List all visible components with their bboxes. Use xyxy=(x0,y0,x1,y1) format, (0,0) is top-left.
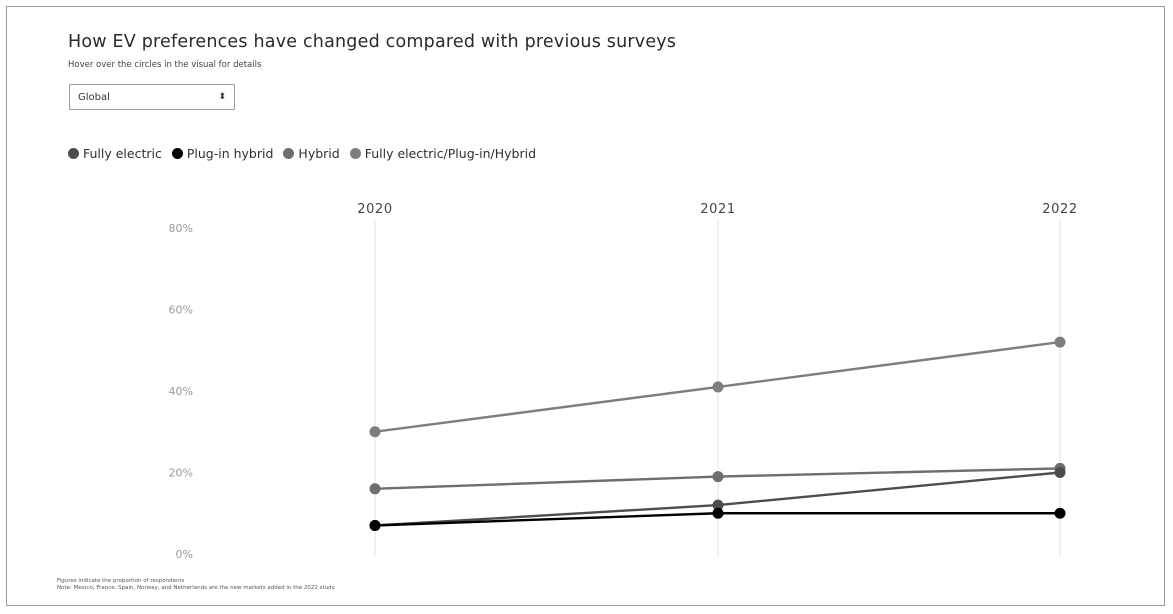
legend-label: Plug-in hybrid xyxy=(186,146,274,161)
legend-item-hybrid[interactable]: Hybrid xyxy=(283,146,340,161)
data-point xyxy=(1054,467,1066,478)
data-point xyxy=(369,519,381,531)
x-tick-label: 2022 xyxy=(1042,202,1077,217)
y-tick-label: 0% xyxy=(176,548,193,561)
x-tick-label: 2021 xyxy=(700,202,735,217)
x-tick-label: 2020 xyxy=(357,202,392,217)
data-point xyxy=(712,471,724,483)
y-tick-label: 40% xyxy=(169,385,193,398)
chart-subtitle: Hover over the circles in the visual for… xyxy=(68,60,262,70)
legend-label: Hybrid xyxy=(298,146,340,161)
data-point xyxy=(1054,336,1066,348)
data-point xyxy=(712,499,724,511)
legend-dot-icon xyxy=(171,148,183,159)
legend-label: Fully electric xyxy=(83,146,162,161)
data-point xyxy=(712,507,724,519)
footnote-note: Note: Mexico, France, Spain, Norway, and… xyxy=(57,585,335,591)
data-point xyxy=(369,483,381,495)
y-tick-label: 60% xyxy=(169,304,193,317)
legend-label: Fully electric/Plug-in/Hybrid xyxy=(364,146,537,161)
select-caret-icon: ⬍ xyxy=(218,91,226,102)
region-select[interactable]: Global ⬍ xyxy=(69,84,235,110)
footnote-figures: Figures indicate the proportion of respo… xyxy=(57,578,185,584)
region-select-value: Global xyxy=(78,91,110,103)
legend-dot-icon xyxy=(349,148,361,159)
y-tick-label: 20% xyxy=(169,467,193,480)
chart-title: How EV preferences have changed compared… xyxy=(68,32,677,52)
legend-item-fully-electric-plug-in-hybrid[interactable]: Fully electric/Plug-in/Hybrid xyxy=(349,146,537,161)
data-point xyxy=(712,381,724,393)
legend: Fully electric Plug-in hybrid Hybrid Ful… xyxy=(68,146,536,161)
legend-item-plug-in-hybrid[interactable]: Plug-in hybrid xyxy=(171,146,274,161)
data-point xyxy=(369,426,381,438)
footnotes: Figures indicate the proportion of respo… xyxy=(57,578,335,592)
y-tick-label: 80% xyxy=(169,222,193,235)
legend-dot-icon xyxy=(283,148,295,159)
legend-dot-icon xyxy=(68,148,79,159)
data-point xyxy=(1054,507,1066,519)
legend-item-fully-electric[interactable]: Fully electric xyxy=(68,146,162,161)
